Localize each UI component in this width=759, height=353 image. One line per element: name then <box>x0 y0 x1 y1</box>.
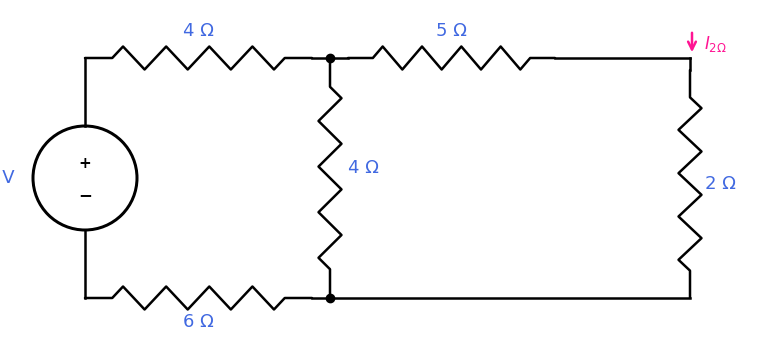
Text: 4 Ω: 4 Ω <box>183 22 214 40</box>
Text: $I_{2\Omega}$: $I_{2\Omega}$ <box>704 35 727 54</box>
Text: −: − <box>78 186 92 204</box>
Text: 5 Ω: 5 Ω <box>436 22 467 40</box>
Text: 4 Ω: 4 Ω <box>348 159 379 177</box>
Text: 9 V: 9 V <box>0 169 15 187</box>
Text: +: + <box>79 156 91 171</box>
Text: 6 Ω: 6 Ω <box>183 313 214 331</box>
Text: 2 Ω: 2 Ω <box>705 175 736 193</box>
